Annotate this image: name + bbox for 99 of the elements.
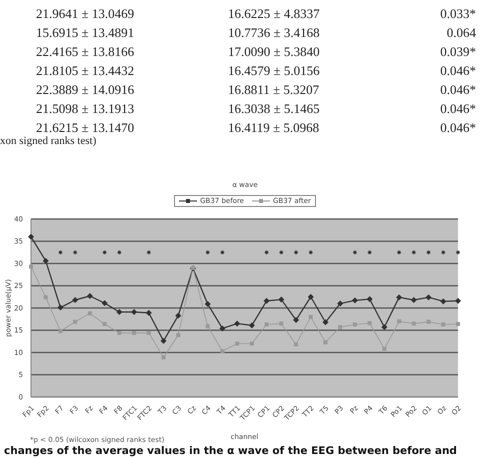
point xyxy=(440,298,446,304)
text: 22.3889 ± 14.0916 xyxy=(36,82,136,98)
text: 22.4165 ± 13.8166 xyxy=(36,44,136,60)
point xyxy=(206,324,210,328)
point xyxy=(426,320,431,324)
point xyxy=(146,310,152,316)
text: 0.033* xyxy=(439,6,476,22)
point xyxy=(58,329,62,334)
text: changes of the average values in the α wave of the EEG between before and xyxy=(4,445,457,457)
point xyxy=(382,346,386,351)
point xyxy=(368,321,372,326)
point xyxy=(86,292,93,299)
point xyxy=(176,333,180,338)
point xyxy=(426,294,432,300)
point xyxy=(396,294,402,300)
point xyxy=(72,250,78,255)
text: 0.046* xyxy=(439,62,476,78)
point xyxy=(410,296,417,303)
point xyxy=(248,322,255,328)
point xyxy=(456,322,460,326)
point xyxy=(397,319,402,324)
point xyxy=(117,330,122,335)
point xyxy=(116,309,122,316)
point xyxy=(352,250,358,255)
point xyxy=(278,250,284,255)
point xyxy=(205,250,210,255)
point xyxy=(352,322,357,326)
text: 16.8811 ± 5.3207 xyxy=(228,82,320,98)
point xyxy=(131,309,138,316)
text: 17.0090 ± 5.3840 xyxy=(228,44,321,60)
text: 0.046* xyxy=(439,120,476,136)
point xyxy=(338,325,342,330)
point xyxy=(308,314,313,319)
text: 21.6215 ± 13.1470 xyxy=(36,120,136,136)
point xyxy=(456,250,460,255)
point xyxy=(264,322,269,326)
point xyxy=(264,250,269,255)
point xyxy=(308,294,314,300)
text: 16.4579 ± 5.0156 xyxy=(228,62,321,78)
text: xon signed ranks test) xyxy=(0,135,96,147)
point xyxy=(293,317,300,324)
point xyxy=(250,342,254,346)
point xyxy=(146,250,152,255)
point xyxy=(322,319,328,326)
point xyxy=(58,250,63,255)
point xyxy=(116,250,122,255)
point xyxy=(235,342,240,346)
point xyxy=(132,330,136,335)
point xyxy=(29,264,33,269)
point xyxy=(234,320,240,327)
point xyxy=(102,322,107,326)
point xyxy=(426,250,431,255)
point xyxy=(323,340,328,344)
text: 0.039* xyxy=(439,44,476,60)
text: 16.3038 ± 5.1465 xyxy=(228,100,321,116)
point xyxy=(146,330,151,335)
point xyxy=(102,300,108,306)
point xyxy=(308,250,314,255)
point xyxy=(411,250,416,255)
point xyxy=(264,298,270,304)
point xyxy=(204,300,211,307)
point xyxy=(352,297,358,304)
text: 0.046* xyxy=(439,82,476,98)
point xyxy=(220,250,225,255)
text: 0.046* xyxy=(439,100,476,116)
text: 16.4119 ± 5.0968 xyxy=(228,120,320,136)
point xyxy=(278,296,284,303)
text: 16.6225 ± 4.8337 xyxy=(228,6,321,22)
point xyxy=(72,296,78,303)
point xyxy=(441,322,446,326)
point xyxy=(28,234,34,240)
point xyxy=(337,300,344,307)
point xyxy=(279,322,284,326)
text: 10.7736 ± 3.4168 xyxy=(228,24,321,40)
point xyxy=(367,250,372,255)
point xyxy=(366,296,373,302)
text: 15.6915 ± 13.4891 xyxy=(36,24,136,40)
point xyxy=(88,311,92,316)
point xyxy=(294,342,298,346)
text: 21.5098 ± 13.1913 xyxy=(36,100,136,116)
point xyxy=(175,312,182,319)
point xyxy=(102,250,108,255)
text: 21.8105 ± 13.4432 xyxy=(36,62,136,78)
point xyxy=(57,304,64,311)
point xyxy=(294,250,298,255)
point xyxy=(220,349,224,354)
point xyxy=(396,250,402,255)
point xyxy=(440,250,446,255)
text: 21.9641 ± 13.0469 xyxy=(36,6,136,22)
point xyxy=(73,320,78,324)
point xyxy=(160,338,167,344)
point xyxy=(162,355,166,360)
point xyxy=(381,324,388,330)
point xyxy=(44,295,48,300)
point xyxy=(42,258,49,264)
text: 0.064 xyxy=(446,24,476,40)
point xyxy=(219,325,226,332)
point xyxy=(412,322,416,326)
point xyxy=(455,298,461,304)
